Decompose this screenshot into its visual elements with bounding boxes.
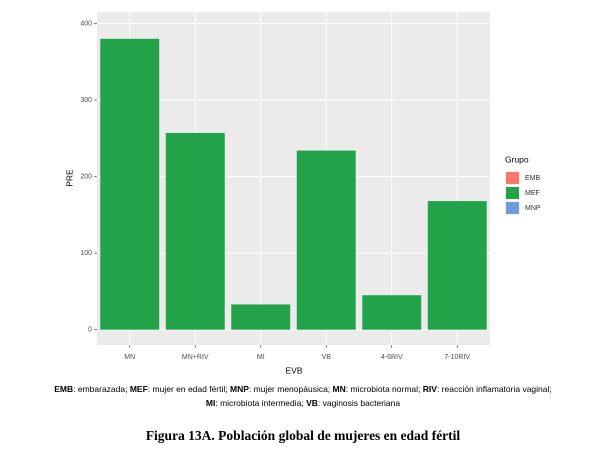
bar bbox=[362, 295, 422, 330]
caption-segment: MI bbox=[206, 398, 215, 408]
legend-label: MEF bbox=[525, 190, 540, 197]
figure-title: Figura 13A. Población global de mujeres … bbox=[146, 428, 461, 443]
x-tick-label: MN bbox=[124, 354, 135, 361]
caption-segment: EMB bbox=[54, 384, 73, 394]
caption-segment: VB bbox=[306, 398, 318, 408]
legend-swatch bbox=[506, 172, 519, 184]
caption-segment: : microbiota normal; bbox=[346, 384, 423, 394]
caption-segment: : embarazada; bbox=[73, 384, 130, 394]
legend-swatch bbox=[506, 202, 519, 214]
caption-segment: : reacción inflamatoria vaginal; bbox=[437, 384, 552, 394]
y-tick-label: 400 bbox=[80, 20, 92, 27]
bar bbox=[427, 201, 487, 330]
x-tick-label: MN+RIV bbox=[182, 354, 209, 361]
y-tick-label: 300 bbox=[80, 97, 92, 104]
legend-label: MNP bbox=[525, 205, 541, 212]
y-tick-label: 200 bbox=[80, 173, 92, 180]
bar bbox=[165, 132, 225, 330]
y-tick-label: 0 bbox=[88, 327, 92, 334]
caption-segment: MN bbox=[333, 384, 346, 394]
y-tick-label: 100 bbox=[80, 250, 92, 257]
caption-segment: MNP bbox=[230, 384, 249, 394]
x-tick-label: VB bbox=[322, 354, 332, 361]
bar bbox=[231, 304, 291, 330]
legend-label: EMB bbox=[525, 175, 541, 182]
caption-line: MI: microbiota intermedia; VB: vaginosis… bbox=[206, 398, 400, 408]
legend-title: Grupo bbox=[505, 154, 529, 164]
caption-segment: : microbiota intermedia; bbox=[215, 398, 306, 408]
caption-segment: RIV bbox=[423, 384, 438, 394]
caption-segment: MEF bbox=[130, 384, 148, 394]
x-tick-label: MI bbox=[257, 354, 265, 361]
x-tick-label: 7-10RIV bbox=[444, 354, 470, 361]
x-axis-title: EVB bbox=[285, 365, 302, 375]
caption-segment: : mujer en edad fértil; bbox=[148, 384, 230, 394]
x-tick-label: 4-6RIV bbox=[381, 354, 403, 361]
bar bbox=[100, 38, 160, 330]
caption-segment: : vaginosis bacteriana bbox=[318, 398, 400, 408]
caption-segment: : mujer menopáusica; bbox=[249, 384, 333, 394]
legend-swatch bbox=[506, 187, 519, 199]
caption-line: EMB: embarazada; MEF: mujer en edad fért… bbox=[54, 384, 552, 394]
bar bbox=[296, 150, 356, 330]
y-axis-title: PRE bbox=[64, 169, 74, 187]
panel bbox=[97, 12, 490, 345]
